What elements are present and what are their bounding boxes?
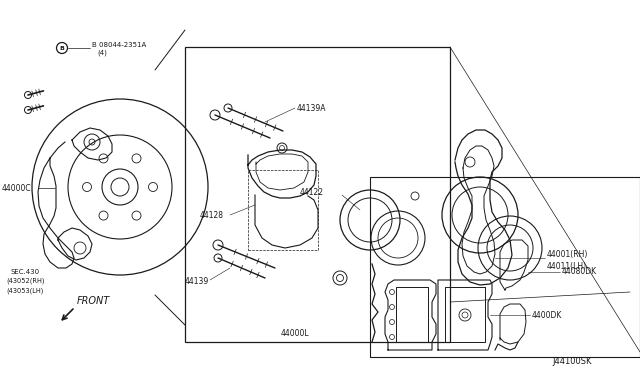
- Text: (43052(RH): (43052(RH): [6, 278, 45, 284]
- Bar: [370, 177, 640, 357]
- Text: (4): (4): [97, 50, 107, 56]
- Text: 44080DK: 44080DK: [562, 267, 597, 276]
- Text: 44139A: 44139A: [297, 103, 326, 112]
- Text: FRONT: FRONT: [77, 296, 110, 306]
- Text: J44100SK: J44100SK: [552, 357, 591, 366]
- Bar: [185, 47, 450, 342]
- Text: 44000C: 44000C: [2, 183, 31, 192]
- Text: 44011(LH): 44011(LH): [547, 262, 587, 270]
- Text: B 08044-2351A: B 08044-2351A: [92, 42, 147, 48]
- Bar: [248, 170, 318, 250]
- Text: SEC.430: SEC.430: [10, 269, 39, 275]
- Text: 44122: 44122: [300, 187, 324, 196]
- Text: 44000L: 44000L: [281, 328, 309, 337]
- Text: 4400DK: 4400DK: [532, 311, 563, 320]
- Text: (43053(LH): (43053(LH): [6, 288, 44, 294]
- Text: B: B: [60, 45, 65, 51]
- Text: 44128: 44128: [200, 211, 224, 219]
- Text: 44139: 44139: [185, 278, 209, 286]
- Text: 44001(RH): 44001(RH): [547, 250, 588, 260]
